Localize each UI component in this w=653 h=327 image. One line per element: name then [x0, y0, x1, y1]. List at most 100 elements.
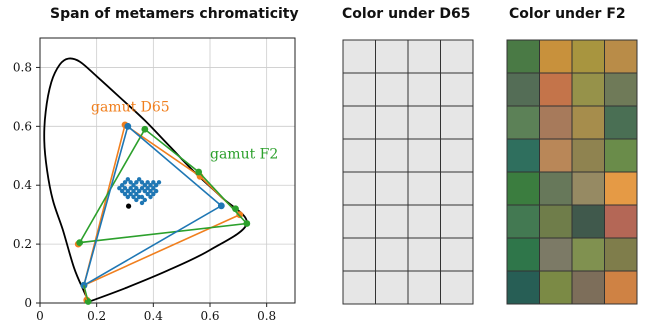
- f2-color-cell: [604, 171, 638, 206]
- f2-color-cell: [571, 105, 605, 140]
- f2-color-cell: [571, 171, 605, 206]
- chromaticity-tick-labels: 0 0.2 0.4 0.6 0.8 0 0.2 0.4 0.6 0.8: [13, 60, 276, 323]
- metamer-point: [134, 180, 139, 185]
- d65-color-cell: [342, 204, 376, 239]
- gamut-d65-label: gamut D65: [91, 100, 170, 116]
- gamut-f2-label: gamut F2: [210, 147, 278, 163]
- d65-color-cell: [375, 270, 409, 305]
- f2-color-cell: [506, 138, 540, 173]
- f2-color-cell: [539, 237, 573, 272]
- d65-color-cell: [407, 39, 441, 74]
- metamer-point: [148, 194, 153, 200]
- d65-color-cell: [440, 105, 474, 140]
- d65-color-cell: [375, 171, 409, 206]
- x-tick-label: 0.8: [257, 309, 276, 323]
- spectral-locus-curve: [43, 57, 248, 303]
- f2-panel-title: Color under F2: [509, 6, 626, 22]
- y-tick-label: 0.4: [13, 178, 32, 192]
- d65-color-cell: [407, 204, 441, 239]
- d65-color-cell: [440, 171, 474, 206]
- d65-color-cell: [342, 105, 376, 140]
- metamer-point: [142, 197, 148, 203]
- f2-color-cell: [571, 72, 605, 107]
- d65-color-grid: [342, 39, 474, 305]
- x-tick-label: 0: [36, 309, 44, 323]
- metamer-point: [122, 191, 128, 197]
- d65-color-cell: [342, 237, 376, 272]
- f2-color-grid: [506, 39, 638, 305]
- d65-color-cell: [375, 39, 409, 74]
- metamer-point: [148, 188, 153, 194]
- f2-color-cell: [506, 39, 540, 74]
- d65-color-cell: [407, 105, 441, 140]
- f2-color-cell: [604, 204, 638, 239]
- metamer-point: [145, 180, 150, 185]
- metamer-point: [122, 185, 128, 191]
- gamut-f2-tail: [83, 285, 89, 302]
- d65-color-cell: [342, 171, 376, 206]
- metamer-point: [131, 183, 136, 188]
- metamer-point: [153, 183, 159, 188]
- gamut-f2-vertex: [141, 125, 149, 133]
- f2-color-cell: [539, 270, 573, 305]
- metamer-point: [134, 185, 139, 191]
- x-tick-label: 0.2: [87, 309, 106, 323]
- d65-color-cell: [440, 72, 474, 107]
- d65-color-cell: [375, 105, 409, 140]
- metamer-point: [131, 188, 136, 194]
- metamer-gamut-vertex: [217, 202, 225, 210]
- f2-color-cell: [539, 39, 573, 74]
- plot-frame: [39, 37, 296, 304]
- metamer-point: [142, 183, 148, 188]
- metamer-point: [134, 197, 139, 203]
- d65-color-cell: [440, 39, 474, 74]
- d65-panel-title: Color under D65: [342, 6, 471, 22]
- d65-color-cell: [375, 72, 409, 107]
- f2-color-cell: [539, 171, 573, 206]
- metamer-point: [139, 180, 145, 185]
- f2-color-cell: [604, 39, 638, 74]
- metamer-point: [117, 185, 122, 191]
- gamut-f2-vertex: [243, 220, 251, 227]
- metamer-point: [128, 180, 133, 185]
- metamer-point: [125, 177, 131, 182]
- d65-color-cell: [407, 171, 441, 206]
- metamer-gamut-vertex: [124, 122, 132, 130]
- d65-color-cell: [407, 237, 441, 272]
- f2-color-cell: [571, 204, 605, 239]
- metamer-point: [151, 191, 156, 197]
- d65-color-cell: [342, 39, 376, 74]
- f2-color-cell: [506, 237, 540, 272]
- d65-color-cell: [407, 138, 441, 173]
- f2-color-cell: [506, 105, 540, 140]
- f2-color-cell: [506, 270, 540, 305]
- metamer-point: [156, 180, 162, 185]
- gamut-series: [74, 121, 251, 305]
- gamut-f2-point: [232, 205, 239, 213]
- f2-color-cell: [571, 138, 605, 173]
- gamut-f2-vertex: [76, 239, 84, 247]
- y-tick-label: 0.6: [13, 119, 32, 133]
- metamer-point: [122, 180, 128, 185]
- metamer-point: [125, 194, 131, 200]
- metamer-point: [148, 183, 153, 188]
- white-point-marker: [125, 203, 132, 209]
- metamer-point: [139, 200, 145, 206]
- d65-color-cell: [375, 138, 409, 173]
- metamer-point: [131, 194, 136, 200]
- d65-color-cell: [407, 270, 441, 305]
- f2-color-cell: [506, 72, 540, 107]
- d65-color-cell: [407, 72, 441, 107]
- gamut-annotations: gamut D65 gamut F2: [91, 100, 278, 163]
- f2-color-cell: [539, 72, 573, 107]
- d65-color-cell: [342, 270, 376, 305]
- f2-color-cell: [539, 138, 573, 173]
- f2-color-cell: [571, 237, 605, 272]
- chromaticity-frame: [39, 37, 296, 304]
- y-tick-label: 0.2: [13, 237, 32, 251]
- metamer-points: [117, 177, 162, 209]
- f2-color-cell: [539, 105, 573, 140]
- f2-color-cell: [539, 204, 573, 239]
